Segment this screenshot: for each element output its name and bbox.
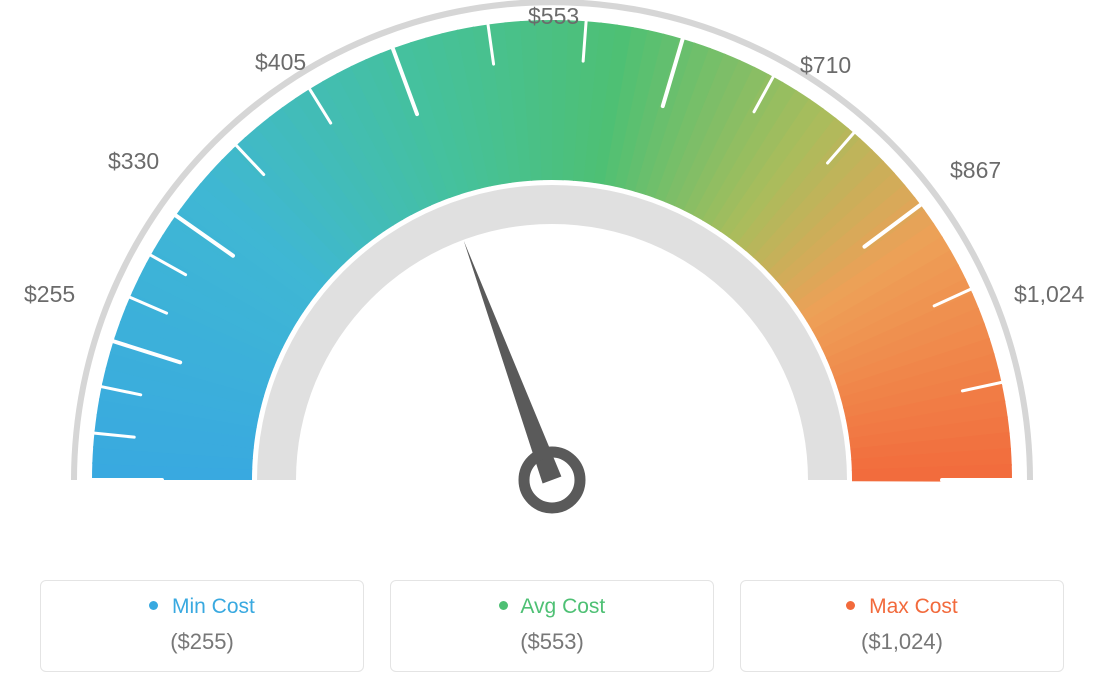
tick-label: $867	[950, 157, 1001, 184]
legend-card-max: Max Cost ($1,024)	[740, 580, 1064, 672]
legend-title-min: Min Cost	[51, 595, 353, 619]
legend-label-min: Min Cost	[172, 595, 255, 618]
legend-row: Min Cost ($255) Avg Cost ($553) Max Cost…	[40, 580, 1064, 672]
gauge-svg	[0, 0, 1104, 560]
legend-label-avg: Avg Cost	[520, 595, 605, 618]
tick-label: $553	[528, 3, 579, 30]
dot-min	[149, 601, 158, 610]
gauge-container: $255 $330 $405 $553 $710 $867 $1,024	[0, 0, 1104, 560]
dot-max	[846, 601, 855, 610]
dot-avg	[499, 601, 508, 610]
legend-card-avg: Avg Cost ($553)	[390, 580, 714, 672]
legend-label-max: Max Cost	[869, 595, 958, 618]
tick-label: $405	[255, 49, 306, 76]
legend-title-max: Max Cost	[751, 595, 1053, 619]
legend-value-avg: ($553)	[401, 629, 703, 655]
tick-label: $255	[24, 281, 75, 308]
legend-card-min: Min Cost ($255)	[40, 580, 364, 672]
tick-label: $710	[800, 52, 851, 79]
tick-label: $330	[108, 148, 159, 175]
tick-label: $1,024	[1014, 281, 1084, 308]
legend-value-max: ($1,024)	[751, 629, 1053, 655]
legend-value-min: ($255)	[51, 629, 353, 655]
legend-title-avg: Avg Cost	[401, 595, 703, 619]
